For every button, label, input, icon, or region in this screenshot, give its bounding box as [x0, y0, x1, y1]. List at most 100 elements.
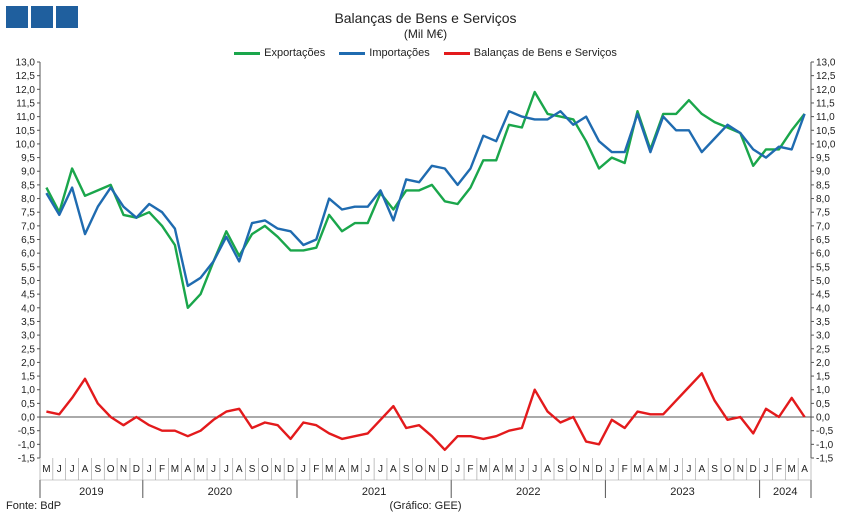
x-tick-label: D [750, 464, 757, 475]
y-tick-label-right: 3,5 [816, 317, 830, 328]
x-tick-label: J [365, 464, 370, 475]
legend-item-imports: Importações [339, 47, 430, 59]
y-tick-label-left: 5,0 [21, 276, 35, 287]
x-tick-label: S [711, 464, 718, 475]
x-tick-label: J [378, 464, 383, 475]
y-tick-label-left: -0,5 [18, 426, 36, 437]
x-tick-label: F [313, 464, 319, 475]
y-tick-label-left: 0,0 [21, 413, 35, 424]
year-label: 2019 [79, 486, 103, 498]
x-tick-label: J [301, 464, 306, 475]
y-tick-label-left: 5,5 [21, 262, 35, 273]
logo-block-1 [6, 6, 28, 28]
y-tick-label-left: 12,5 [16, 71, 36, 82]
y-tick-label-right: 11,0 [816, 112, 835, 123]
x-tick-label: J [674, 464, 679, 475]
logo-block-2 [31, 6, 53, 28]
x-tick-label: F [776, 464, 782, 475]
y-tick-label-left: 0,5 [21, 399, 35, 410]
y-tick-label-right: 6,5 [816, 235, 830, 246]
y-tick-label-right: 12,0 [816, 85, 836, 96]
y-tick-label-right: 5,0 [816, 276, 830, 287]
series-line-exports [45, 90, 806, 309]
x-tick-label: J [455, 464, 460, 475]
x-tick-label: A [544, 464, 551, 475]
x-tick-label: M [196, 464, 204, 475]
x-tick-label: J [211, 464, 216, 475]
y-tick-label-left: 8,5 [21, 180, 35, 191]
legend-label-imports: Importações [369, 47, 430, 59]
x-tick-label: O [261, 464, 269, 475]
x-tick-label: A [184, 464, 191, 475]
x-tick-label: A [82, 464, 89, 475]
x-tick-label: M [351, 464, 359, 475]
y-tick-label-right: 9,0 [816, 167, 830, 178]
year-label: 2024 [773, 486, 797, 498]
y-tick-label-right: 4,5 [816, 290, 830, 301]
source-note: Fonte: BdP [6, 500, 62, 512]
x-tick-label: M [479, 464, 487, 475]
y-tick-label-left: 10,0 [16, 139, 36, 150]
x-tick-label: M [325, 464, 333, 475]
y-tick-label-left: 7,5 [21, 208, 35, 219]
y-tick-label-right: 10,0 [816, 139, 836, 150]
y-tick-label-right: 8,0 [816, 194, 830, 205]
y-tick-label-left: 2,5 [21, 344, 35, 355]
y-tick-label-right: 10,5 [816, 126, 836, 137]
x-tick-label: J [147, 464, 152, 475]
y-tick-label-left: 12,0 [16, 85, 36, 96]
year-label: 2020 [208, 486, 232, 498]
y-tick-label-right: 13,0 [816, 58, 836, 69]
x-tick-label: J [686, 464, 691, 475]
x-tick-label: O [724, 464, 732, 475]
legend-swatch-balance [443, 51, 470, 55]
y-tick-label-left: 4,5 [21, 290, 35, 301]
legend-label-exports: Exportações [264, 47, 326, 59]
x-tick-label: O [107, 464, 115, 475]
y-tick-label-left: 4,0 [21, 303, 35, 314]
y-tick-label-left: 1,0 [21, 385, 35, 396]
chart-credit: (Gráfico: GEE) [389, 500, 462, 512]
x-tick-label: M [505, 464, 513, 475]
chart-legend: Exportações Importações Balanças de Bens… [0, 47, 851, 59]
y-tick-label-left: -1,5 [18, 454, 36, 465]
x-tick-label: F [159, 464, 165, 475]
legend-swatch-exports [234, 51, 261, 55]
x-tick-label: J [70, 464, 75, 475]
x-tick-label: S [94, 464, 101, 475]
y-tick-label-left: 2,0 [21, 358, 35, 369]
x-tick-label: O [569, 464, 577, 475]
y-tick-label-right: 11,5 [816, 98, 835, 109]
y-tick-label-right: -1,0 [816, 440, 834, 451]
x-tick-label: S [557, 464, 564, 475]
y-tick-label-left: 3,5 [21, 317, 35, 328]
y-tick-label-left: 10,5 [16, 126, 36, 137]
y-tick-label-left: 8,0 [21, 194, 35, 205]
y-tick-label-left: 9,0 [21, 167, 35, 178]
x-tick-label: A [647, 464, 654, 475]
y-tick-label-left: 11,0 [16, 112, 35, 123]
x-tick-label: J [224, 464, 229, 475]
x-tick-label: M [171, 464, 179, 475]
y-tick-label-left: 7,0 [21, 221, 35, 232]
y-tick-label-right: 7,5 [816, 208, 830, 219]
x-tick-label: F [467, 464, 473, 475]
x-tick-label: N [428, 464, 435, 475]
x-tick-label: J [764, 464, 769, 475]
x-tick-label: A [801, 464, 808, 475]
y-tick-label-left: 6,0 [21, 249, 35, 260]
chart-subtitle: (Mil M€) [403, 27, 448, 41]
y-tick-label-right: -0,5 [816, 426, 834, 437]
x-tick-label: M [788, 464, 796, 475]
x-tick-label: J [519, 464, 524, 475]
x-tick-label: N [737, 464, 744, 475]
x-tick-label: J [57, 464, 62, 475]
x-tick-label: M [633, 464, 641, 475]
y-tick-label-left: 6,5 [21, 235, 35, 246]
x-tick-label: A [698, 464, 705, 475]
chart-title: Balanças de Bens e Serviços [334, 10, 517, 26]
y-tick-label-right: 1,0 [816, 385, 830, 396]
x-tick-label: D [595, 464, 602, 475]
series-line-imports [45, 109, 806, 288]
y-tick-label-right: -1,5 [816, 454, 834, 465]
